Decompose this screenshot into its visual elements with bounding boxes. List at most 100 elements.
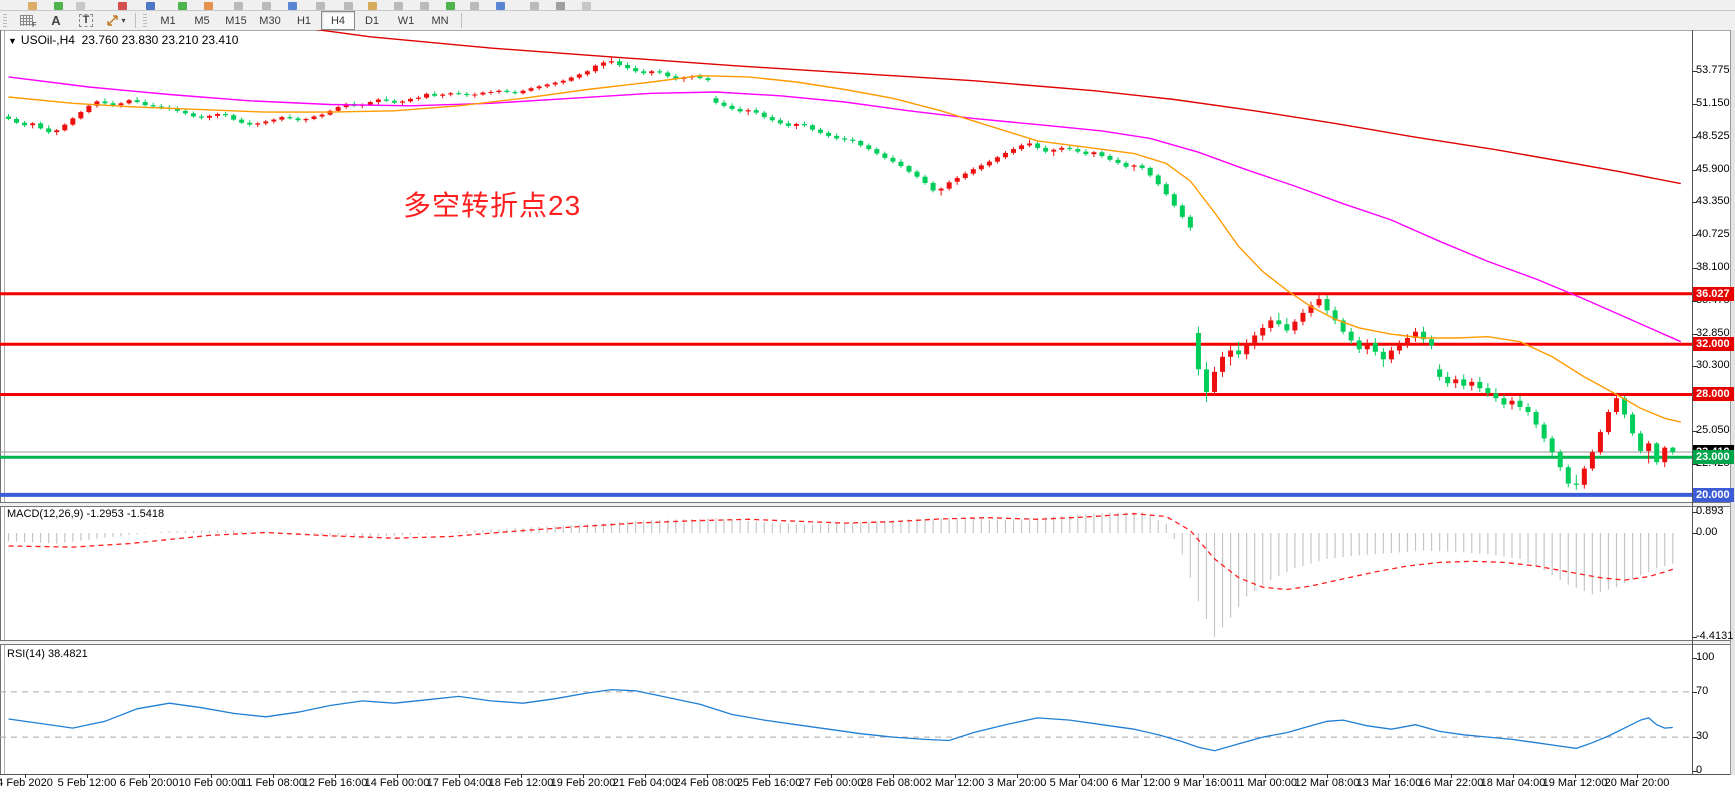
time-label: 5 Feb 12:00 (57, 777, 117, 789)
time-axis[interactable]: 4 Feb 2020 5 Feb 12:00 6 Feb 20:00 10 Feb 0… (0, 774, 1735, 793)
level-badge-23.000: 23.000 (1693, 450, 1734, 465)
symbol-dropdown-icon[interactable]: ▼ (8, 36, 17, 46)
toolbar-icon-fragment (316, 2, 325, 10)
text-box-button[interactable]: T (72, 11, 100, 30)
axis-tick-mark (1692, 267, 1697, 269)
time-label: 6 Feb 20:00 (119, 777, 179, 789)
price-axis[interactable]: 53.775 51.150 48.525 45.900 43.350 40.725 38.1… (1692, 30, 1735, 776)
price-tick-label: 43.350 (1696, 194, 1730, 207)
timeframe-group-handle[interactable] (143, 13, 147, 28)
macd-pane[interactable] (0, 505, 1692, 640)
time-label: 19 Mar 12:00 (1542, 777, 1608, 789)
time-label: 20 Mar 20:00 (1604, 777, 1670, 789)
window-left-inner-border (4, 30, 5, 793)
time-tick-mark (583, 774, 584, 778)
rsi-tick-label: 30 (1696, 730, 1709, 743)
ma-magenta (8, 76, 1682, 343)
time-label: 11 Mar 00:00 (1232, 777, 1298, 789)
letter-a-icon: A (51, 13, 61, 28)
level-badge-20.000: 20.000 (1693, 487, 1734, 502)
time-tick-mark (769, 774, 770, 778)
rsi-tick-label: 0 (1696, 764, 1703, 776)
ma-orange (8, 74, 1681, 423)
timeframe-button-m5[interactable]: M5 (194, 14, 210, 27)
macd-tick-label: -4.4131 (1696, 629, 1734, 642)
timeframe-button-m1[interactable]: M1 (160, 14, 176, 27)
macd-indicator-label: MACD(12,26,9) -1.2953 -1.5418 (7, 508, 165, 520)
rsi-tick-label: 70 (1696, 684, 1709, 697)
price-tick-label: 32.850 (1696, 326, 1730, 339)
price-tick-label: 40.725 (1696, 227, 1730, 240)
rsi-pane[interactable] (0, 644, 1692, 774)
timeframe-group: M1 M5 M15 M30 H1 H4 D1 W1 MN (151, 11, 457, 30)
timeframe-button-m15[interactable]: M15 (225, 14, 247, 27)
time-tick-mark (831, 774, 832, 778)
main-chart-pane[interactable] (0, 30, 1692, 503)
crosshair-grid-button[interactable]: F (12, 11, 40, 30)
text-label-button[interactable]: A (42, 11, 70, 30)
price-tick-label: 48.525 (1696, 129, 1730, 142)
price-tick-label: 51.150 (1696, 96, 1730, 109)
time-label: 18 Feb 12:00 (488, 777, 554, 789)
pane-splitter-macd[interactable] (0, 502, 1730, 507)
time-tick-mark (1203, 774, 1204, 778)
letter-t-icon: T (78, 14, 94, 27)
time-tick-mark (1265, 774, 1266, 778)
price-axis-border (1692, 30, 1693, 775)
timeframe-button-w1[interactable]: W1 (397, 14, 415, 27)
axis-tick-mark (1692, 70, 1697, 72)
axis-tick-mark (1692, 103, 1697, 105)
toolbar-separator (135, 13, 136, 28)
time-tick-mark (1327, 774, 1328, 778)
timeframe-button-d1[interactable]: D1 (364, 14, 380, 27)
time-label: 24 Feb 08:00 (674, 777, 740, 789)
toolbar-icon-fragment (368, 2, 377, 10)
time-label: 17 Feb 04:00 (426, 777, 492, 789)
toolbar-icon-fragment (288, 2, 297, 10)
time-label: 27 Feb 00:00 (798, 777, 864, 789)
timeframe-button-h4[interactable]: H4 (321, 11, 355, 30)
time-tick-mark (521, 774, 522, 778)
time-tick-mark (459, 774, 460, 778)
time-label: 19 Feb 20:00 (550, 777, 616, 789)
chart-title: ▼ USOil-,H4 23.760 23.830 23.210 23.410 (8, 33, 238, 47)
timeframe-button-mn[interactable]: MN (431, 14, 449, 27)
ma-red (314, 30, 1681, 185)
axis-tick-mark (1692, 658, 1697, 659)
toolbar-icon-fragment (344, 2, 353, 10)
price-tick-label: 38.100 (1696, 260, 1730, 273)
toolbar-icon-fragment (54, 2, 63, 10)
chart-text-annotation[interactable]: 多空转折点23 (403, 190, 582, 221)
axis-tick-mark (1692, 691, 1697, 693)
axis-tick-mark (1692, 234, 1697, 236)
time-label: 25 Feb 16:00 (736, 777, 802, 789)
level-badge-28.000: 28.000 (1693, 387, 1734, 402)
toolbar-icon-fragment (178, 2, 187, 10)
axis-tick-mark (1692, 771, 1697, 772)
pane-splitter-rsi[interactable] (0, 640, 1730, 645)
rsi-indicator-label: RSI(14) 38.4821 (7, 648, 88, 660)
time-label: 11 Feb 08:00 (240, 777, 306, 789)
time-tick-mark (1575, 774, 1576, 778)
toolbar-icon-fragment (446, 2, 455, 10)
time-tick-mark (645, 774, 646, 778)
time-tick-mark (1079, 774, 1080, 778)
toolbar-drag-handle[interactable] (3, 13, 7, 28)
time-label: 5 Mar 04:00 (1049, 777, 1109, 789)
timeframe-button-m30[interactable]: M30 (259, 14, 281, 27)
toolbar-separator-2 (461, 13, 462, 28)
toolbar-icon-fragment (76, 2, 85, 10)
arrows-tool-button[interactable]: ▾ (102, 11, 130, 30)
time-tick-mark (1637, 774, 1638, 778)
rsi-tick-label: 100 (1696, 651, 1715, 663)
macd-signal-line (8, 513, 1673, 591)
time-axis-border (0, 774, 1730, 775)
timeframe-button-h1[interactable]: H1 (296, 14, 312, 27)
axis-tick-mark (1692, 300, 1697, 302)
ohlc-values: 23.760 23.830 23.210 23.410 (81, 33, 239, 47)
time-tick-mark (397, 774, 398, 778)
toolbar-icon-fragment (118, 2, 127, 10)
level-badge-36.027: 36.027 (1693, 286, 1734, 301)
time-label: 16 Mar 22:00 (1418, 777, 1484, 789)
time-tick-mark (25, 774, 26, 778)
